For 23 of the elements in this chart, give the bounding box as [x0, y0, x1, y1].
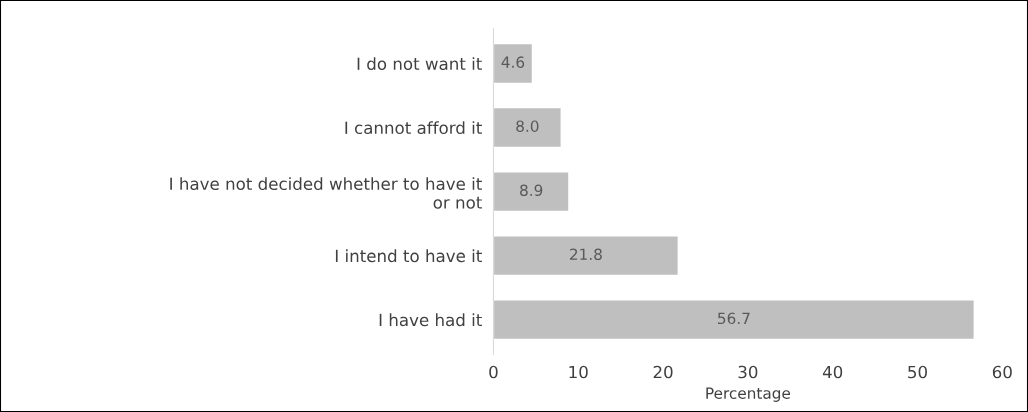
- data-label: 8.9: [520, 184, 543, 197]
- x-axis-title: Percentage: [706, 387, 791, 402]
- y-tick-label: I do not want it: [357, 57, 482, 71]
- data-label: 21.8: [569, 248, 602, 261]
- bar: [493, 171, 570, 213]
- bar: [493, 106, 562, 149]
- y-tick-label: I have had it: [379, 313, 482, 327]
- x-tick-label: 0: [489, 365, 498, 379]
- bar: [493, 299, 976, 341]
- y-tick-label: I have not decided whether to have it or not: [170, 177, 482, 209]
- x-tick-label: 10: [569, 365, 588, 379]
- x-tick-label: 30: [738, 365, 758, 379]
- bar: [493, 235, 680, 277]
- x-tick-label: 50: [908, 365, 927, 379]
- y-tick-label: I cannot afford it: [345, 121, 482, 135]
- bar: [493, 42, 534, 85]
- x-tick-label: 40: [822, 365, 843, 379]
- x-tick-label: 20: [653, 365, 673, 379]
- data-label: 8.0: [516, 120, 539, 132]
- x-tick-label: 60: [992, 365, 1012, 379]
- data-label: 4.6: [501, 56, 525, 68]
- data-label: 56.7: [718, 312, 750, 325]
- y-tick-label: I intend to have it: [335, 249, 482, 263]
